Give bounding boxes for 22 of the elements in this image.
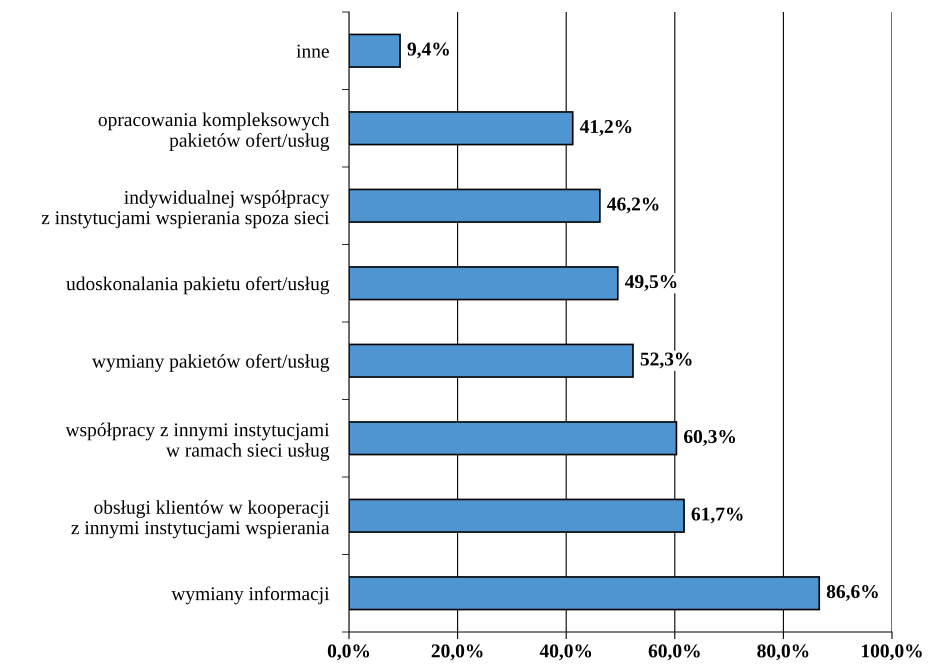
x-tick-label: 40,0% xyxy=(540,644,592,660)
x-tick-label: 100,0% xyxy=(862,644,922,660)
data-label: 49,5% xyxy=(624,274,676,291)
x-tick-label: 20,0% xyxy=(432,644,483,660)
data-label: 52,3% xyxy=(640,352,692,368)
data-label: 46,2% xyxy=(607,197,658,214)
x-tick-label: 60,0% xyxy=(648,644,700,660)
y-tick-label: wymiany informacji xyxy=(171,586,330,604)
data-label: 9,4% xyxy=(408,42,449,58)
y-tick-label: współpracy z innymi instytucjami w ramach sieci usług xyxy=(65,422,330,461)
x-tick-label: 0,0% xyxy=(328,644,370,660)
y-tick-label: inne xyxy=(296,44,329,58)
data-label: 86,6% xyxy=(826,584,878,601)
data-label: 41,2% xyxy=(580,120,632,136)
x-tick-label: 80,0% xyxy=(757,644,808,660)
data-label: 61,7% xyxy=(692,507,743,524)
y-tick-label: indywidualnej współpracy z instytucjami wspierania spoza sieci xyxy=(42,190,330,228)
y-tick-label: udoskonalania pakietu ofert/usług xyxy=(66,276,330,294)
y-tick-label: opracowania kompleksowych pakietów ofert/usług xyxy=(98,112,330,151)
y-tick-label: obsługi klientów w kooperacji z innymi instytucjami wspierania xyxy=(71,500,330,538)
y-tick-label: wymiany pakietów ofert/usług xyxy=(92,354,330,372)
data-label: 60,3% xyxy=(684,430,736,446)
